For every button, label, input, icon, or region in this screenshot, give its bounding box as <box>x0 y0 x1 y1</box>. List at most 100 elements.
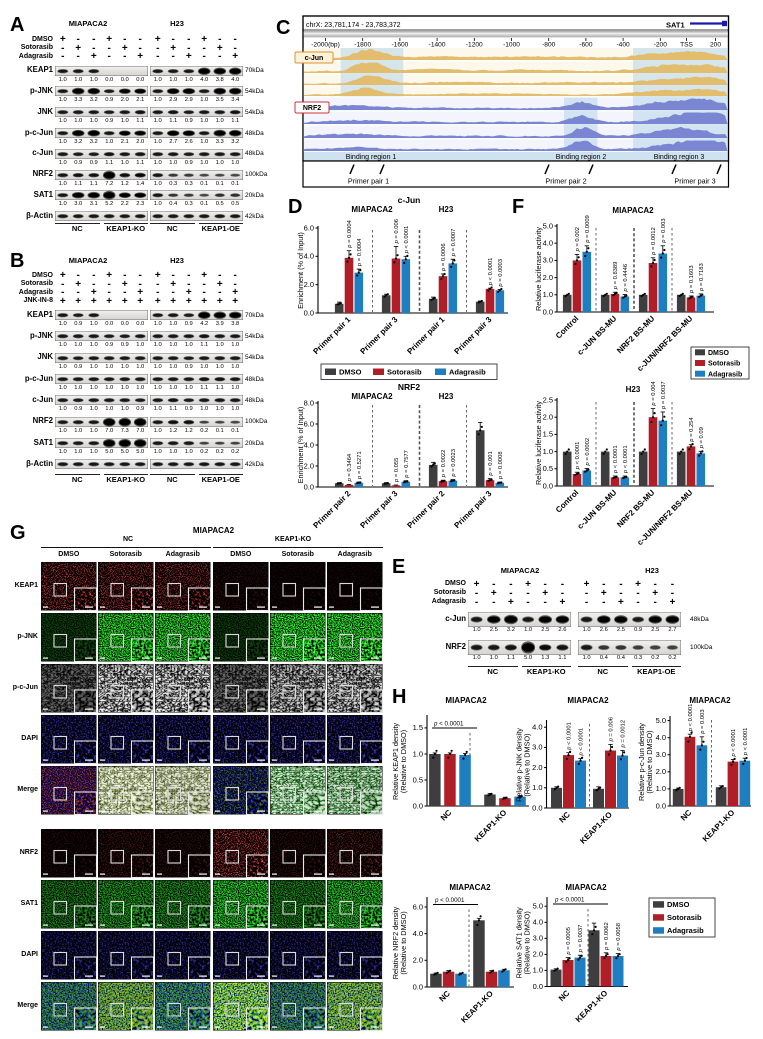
svg-text:p = 0.001: p = 0.001 <box>488 451 494 476</box>
svg-text:p = 0.0012: p = 0.0012 <box>651 227 657 256</box>
svg-text:NC: NC <box>557 810 572 825</box>
svg-text:p = 0.003: p = 0.003 <box>700 709 706 734</box>
svg-text:Sotorasib: Sotorasib <box>708 361 740 368</box>
svg-text:p = 0.0008: p = 0.0008 <box>498 451 504 480</box>
svg-text:MIAPACA2: MIAPACA2 <box>612 206 654 215</box>
svg-text:NRF2: NRF2 <box>398 382 420 392</box>
svg-text:200: 200 <box>710 42 721 49</box>
svg-text:3.0: 3.0 <box>656 750 666 759</box>
svg-text:4.0: 4.0 <box>543 239 553 248</box>
svg-text:Enrichment (% of Input): Enrichment (% of Input) <box>296 232 305 309</box>
svg-text:-1800: -1800 <box>354 42 371 49</box>
svg-text:NC: NC <box>557 988 572 1003</box>
svg-text:1.0: 1.0 <box>656 784 666 793</box>
svg-text:5.0: 5.0 <box>533 902 543 911</box>
svg-text:p < 0.0001: p < 0.0001 <box>623 445 629 474</box>
svg-text:-200: -200 <box>654 42 668 49</box>
svg-text:Primer pair 1: Primer pair 1 <box>405 315 446 356</box>
svg-text:p = 0.3464: p = 0.3464 <box>347 453 353 482</box>
svg-text:SAT1: SAT1 <box>666 21 685 30</box>
svg-text:NRF2: NRF2 <box>303 105 321 112</box>
svg-text:p = 0.0023: p = 0.0023 <box>451 449 457 478</box>
svg-text:p = 0.055: p = 0.055 <box>394 458 400 483</box>
svg-text:4.0: 4.0 <box>304 440 314 449</box>
svg-text:KEAP1-KO: KEAP1-KO <box>574 989 610 1025</box>
svg-text:p = 0.0006: p = 0.0006 <box>441 243 447 272</box>
svg-text:1.0: 1.0 <box>532 783 542 792</box>
svg-text:Sotorasib: Sotorasib <box>387 367 422 376</box>
svg-text:DMSO: DMSO <box>667 900 690 909</box>
svg-text:0.0: 0.0 <box>656 801 666 810</box>
svg-text:p = 0.0005: p = 0.0005 <box>566 927 572 956</box>
svg-text:Control: Control <box>554 488 580 514</box>
svg-text:p = 0.0002: p = 0.0002 <box>585 438 591 467</box>
svg-text:p < 0.0001: p < 0.0001 <box>575 442 581 471</box>
svg-text:Primer pair 3: Primer pair 3 <box>452 315 493 356</box>
svg-text:p = 0.09: p = 0.09 <box>699 427 705 449</box>
svg-text:H23: H23 <box>439 205 454 214</box>
svg-text:(Relative to DMSO): (Relative to DMSO) <box>523 911 532 974</box>
svg-text:4.0: 4.0 <box>304 252 314 261</box>
svg-text:0.0: 0.0 <box>413 982 423 991</box>
svg-text:p = 0.0062: p = 0.0062 <box>604 922 610 951</box>
svg-text:NRF2 BS-MU: NRF2 BS-MU <box>615 488 656 529</box>
svg-text:KEAP1-KO: KEAP1-KO <box>473 808 509 844</box>
svg-text:p = 0.004: p = 0.004 <box>651 380 657 406</box>
svg-text:Enrichment (% of Input): Enrichment (% of Input) <box>296 407 305 484</box>
svg-text:-800: -800 <box>542 42 556 49</box>
svg-text:4.0: 4.0 <box>656 733 666 742</box>
svg-text:0.0: 0.0 <box>413 801 423 810</box>
svg-text:-400: -400 <box>616 42 630 49</box>
svg-text:Adagrasib: Adagrasib <box>667 926 704 935</box>
svg-text:2.0: 2.0 <box>533 950 543 959</box>
svg-text:DMSO: DMSO <box>339 367 362 376</box>
svg-text:p < 0.0001: p < 0.0001 <box>731 729 737 758</box>
svg-text:Relative luciferase activity: Relative luciferase activity <box>534 401 543 485</box>
svg-text:2.0: 2.0 <box>304 280 314 289</box>
svg-text:0.0: 0.0 <box>304 308 314 317</box>
svg-text:p < 0.0001: p < 0.0001 <box>567 722 573 751</box>
svg-text:5.0: 5.0 <box>656 716 666 725</box>
svg-text:8.0: 8.0 <box>304 398 314 407</box>
svg-text:Primer pair 3: Primer pair 3 <box>452 489 493 530</box>
svg-text:p = 0.0004: p = 0.0004 <box>347 219 353 248</box>
svg-text:chrX: 23,781,174 - 23,783,372: chrX: 23,781,174 - 23,783,372 <box>306 22 401 29</box>
svg-text:p = 0.0037: p = 0.0037 <box>661 381 667 410</box>
svg-text:Binding region 1: Binding region 1 <box>346 154 397 161</box>
svg-text:p = 0.006: p = 0.006 <box>394 219 400 244</box>
svg-text:MIAPACA2: MIAPACA2 <box>445 696 487 705</box>
svg-text:NC: NC <box>439 808 454 823</box>
svg-text:0.0: 0.0 <box>533 982 543 991</box>
svg-text:2.5: 2.5 <box>543 395 553 404</box>
svg-text:(Relative to DMSO): (Relative to DMSO) <box>399 911 408 974</box>
svg-text:p = 0.0022: p = 0.0022 <box>441 450 447 479</box>
svg-text:p = 0.5271: p = 0.5271 <box>357 451 363 480</box>
svg-text:5.0: 5.0 <box>543 221 553 230</box>
svg-text:Primer pair 2: Primer pair 2 <box>545 177 586 186</box>
svg-text:p = 0.0003: p = 0.0003 <box>498 259 504 288</box>
svg-text:Primer pair 2: Primer pair 2 <box>405 489 446 530</box>
svg-text:p = 0.4446: p = 0.4446 <box>623 264 629 293</box>
svg-text:2.0: 2.0 <box>304 461 314 470</box>
svg-text:0.0: 0.0 <box>532 803 542 812</box>
svg-text:0.0: 0.0 <box>543 481 553 490</box>
svg-text:Relative p-c-Jun density: Relative p-c-Jun density <box>637 723 646 801</box>
svg-text:-1400: -1400 <box>429 42 446 49</box>
svg-text:c-Jun: c-Jun <box>305 55 324 62</box>
svg-text:p = 0.254: p = 0.254 <box>689 417 695 443</box>
svg-text:KEAP1-KO: KEAP1-KO <box>459 989 495 1025</box>
svg-text:1.0: 1.0 <box>413 749 423 758</box>
svg-text:Control: Control <box>554 314 580 340</box>
svg-text:-600: -600 <box>579 42 593 49</box>
svg-text:Binding region 2: Binding region 2 <box>556 154 607 161</box>
svg-text:MIAPACA2: MIAPACA2 <box>689 696 731 705</box>
svg-text:3.0: 3.0 <box>532 743 542 752</box>
svg-text:6.0: 6.0 <box>304 419 314 428</box>
svg-text:1.0: 1.0 <box>543 447 553 456</box>
svg-text:c-JUN BS-MU: c-JUN BS-MU <box>576 314 619 357</box>
svg-text:KEAP1-KO: KEAP1-KO <box>701 808 737 844</box>
svg-text:3.0: 3.0 <box>543 256 553 265</box>
svg-text:p < 0.0001: p < 0.0001 <box>554 897 585 904</box>
svg-text:Relative luciferase activity: Relative luciferase activity <box>534 227 543 311</box>
svg-text:c-JUN BS-MU: c-JUN BS-MU <box>576 488 619 531</box>
